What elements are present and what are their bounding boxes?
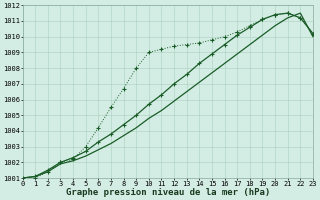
X-axis label: Graphe pression niveau de la mer (hPa): Graphe pression niveau de la mer (hPa): [66, 188, 270, 197]
